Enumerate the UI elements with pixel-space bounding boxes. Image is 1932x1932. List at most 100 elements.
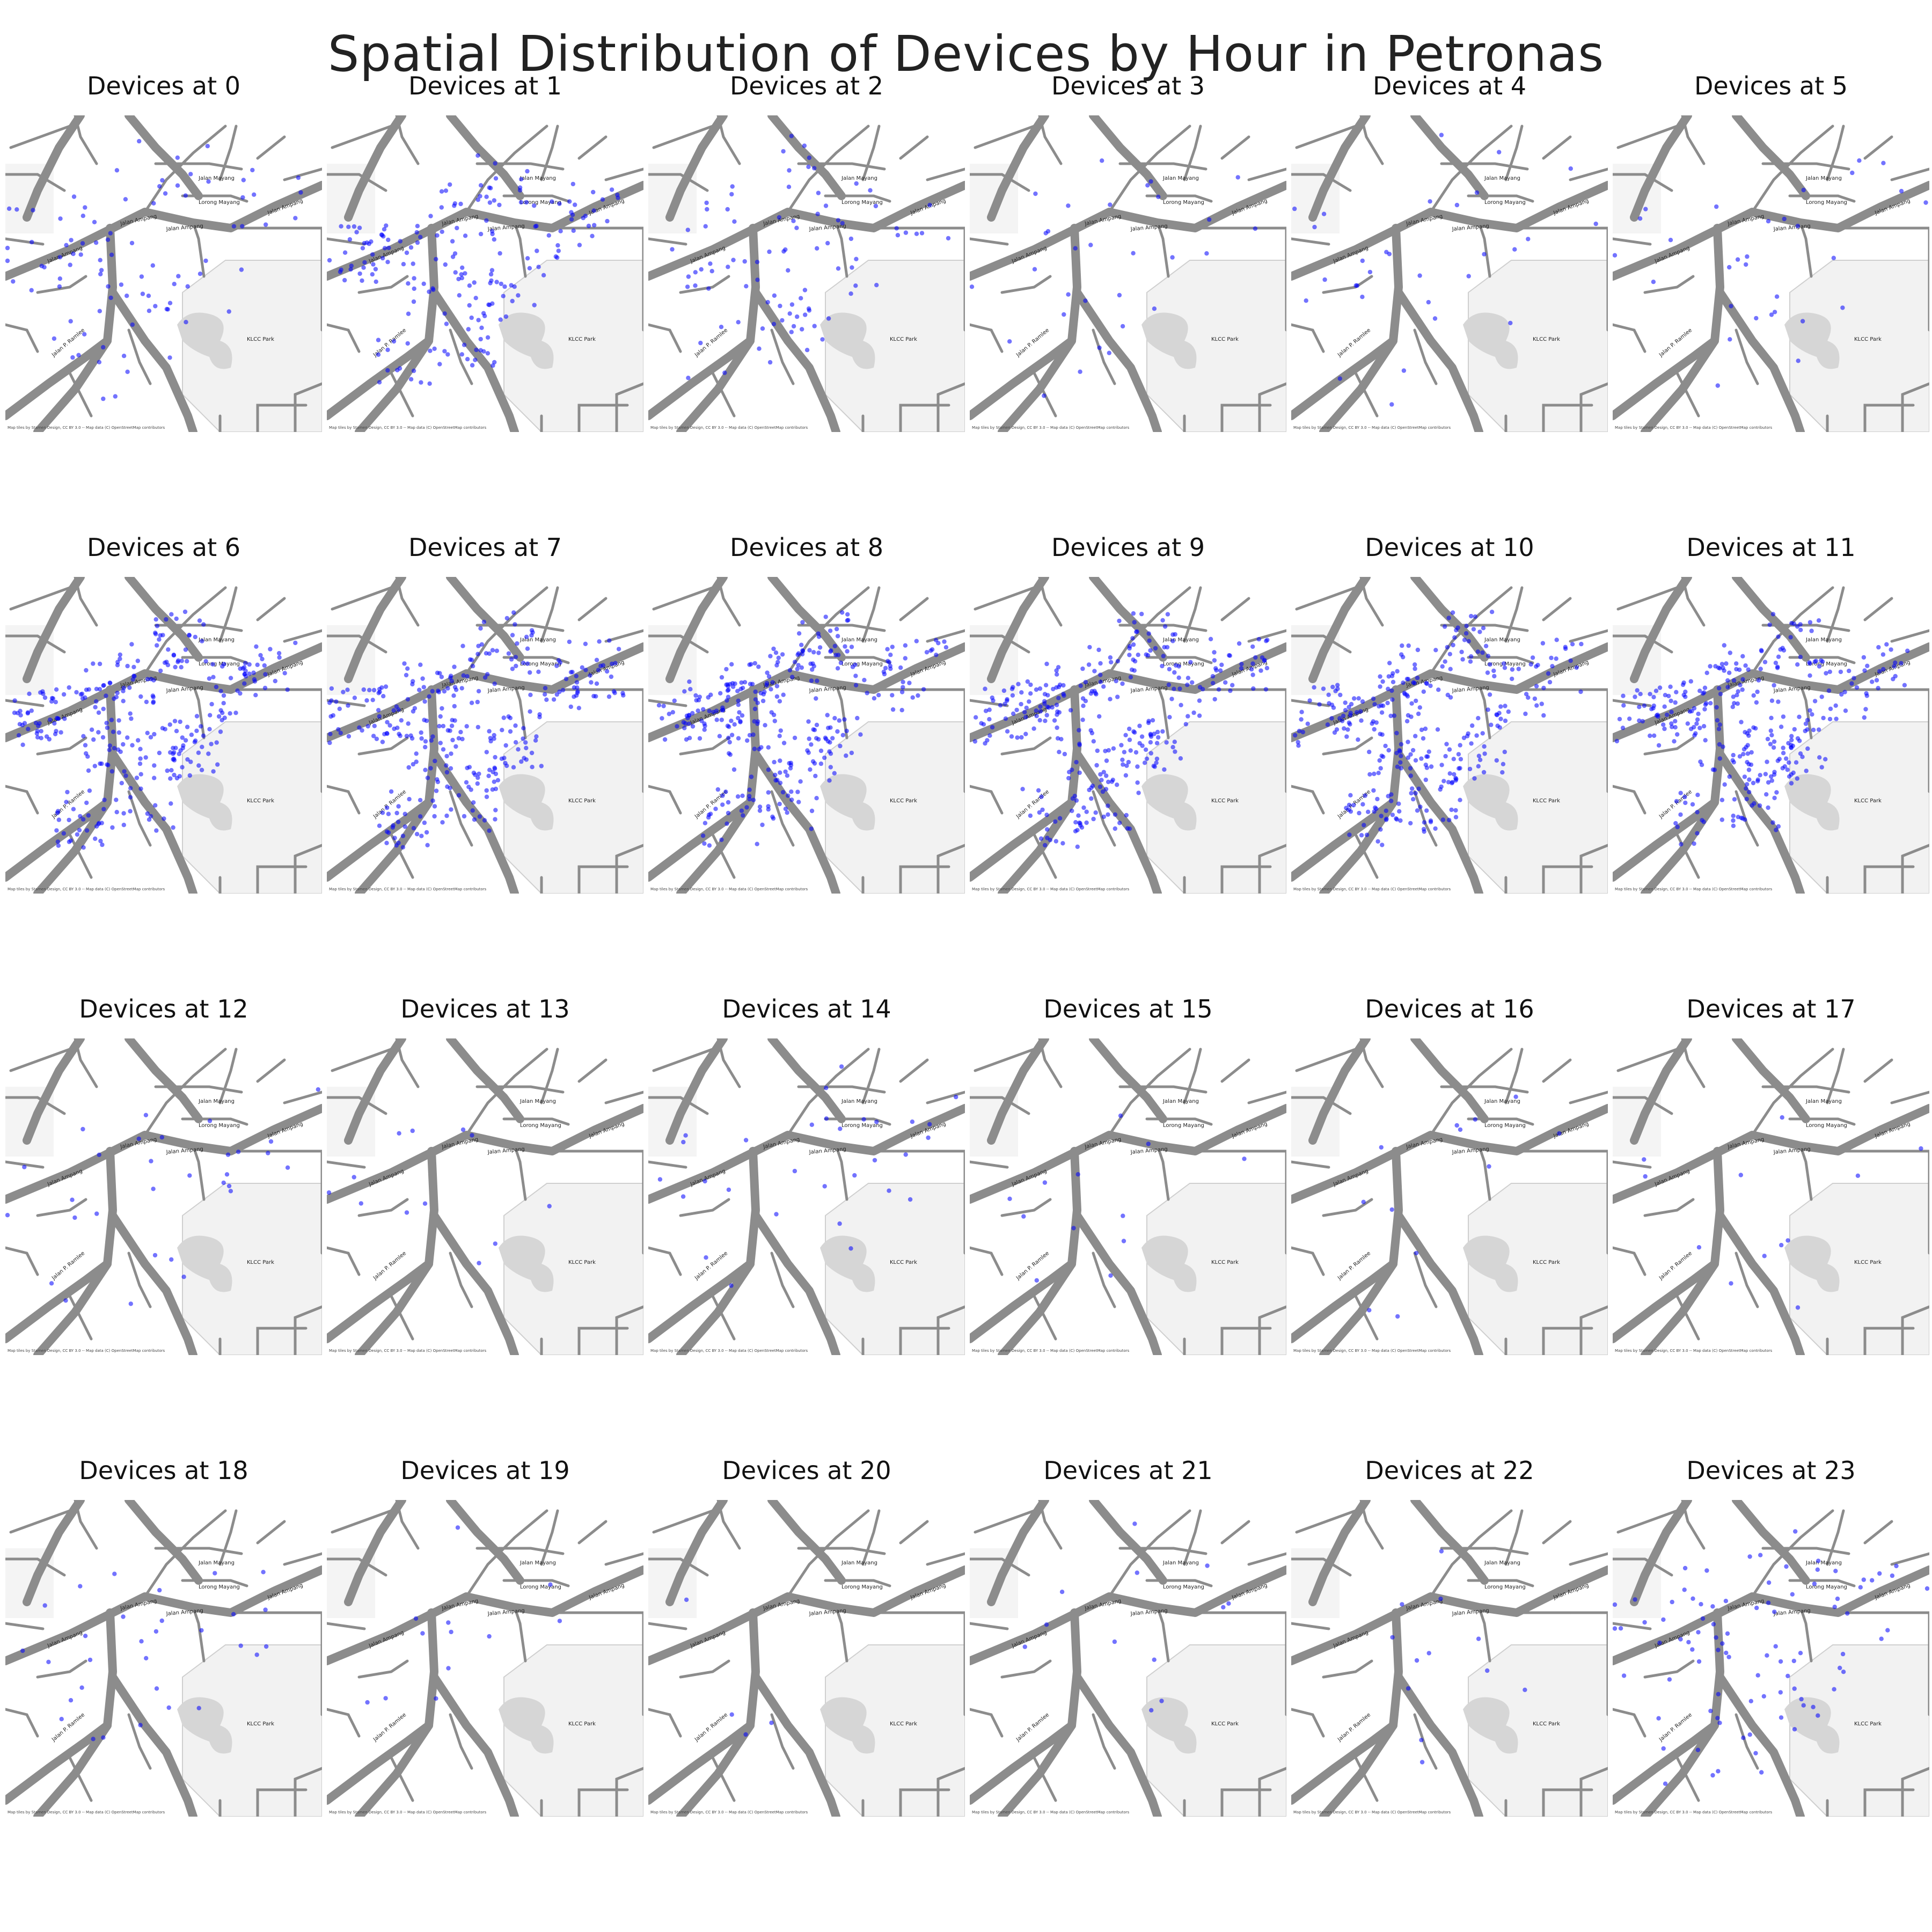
map-label: Jalan Mayang [841, 637, 877, 643]
minor-road [861, 586, 881, 643]
device-point [1164, 740, 1169, 745]
device-point [1019, 701, 1023, 707]
device-point [1380, 703, 1386, 708]
main-road [125, 577, 203, 662]
minor-road [970, 173, 1030, 192]
device-point [31, 208, 35, 213]
device-point [46, 1659, 51, 1664]
device-point [853, 683, 859, 687]
device-point [751, 797, 756, 802]
device-point [1433, 648, 1438, 653]
device-point [412, 276, 416, 281]
device-point [176, 274, 181, 279]
device-point [736, 736, 741, 741]
map-label: Jalan Ampang [1130, 223, 1168, 232]
device-point [221, 1180, 226, 1185]
device-point [419, 730, 423, 735]
device-point [780, 318, 785, 323]
device-point [1485, 1668, 1490, 1673]
device-point [185, 658, 189, 664]
device-point [262, 663, 267, 668]
device-point [1753, 1751, 1758, 1755]
device-point [1810, 712, 1814, 717]
minor-road [1291, 699, 1330, 707]
device-point [438, 741, 443, 745]
device-point [760, 326, 765, 331]
device-point [242, 681, 247, 686]
device-point [1725, 1631, 1730, 1636]
device-point [983, 686, 987, 691]
device-point [1423, 777, 1428, 782]
device-point [528, 670, 532, 675]
device-point [1153, 646, 1158, 651]
map-label: Jalan Mayang [519, 1099, 556, 1104]
minor-road [327, 1557, 387, 1577]
device-point [1714, 204, 1719, 209]
device-point [749, 774, 754, 779]
minor-road [143, 125, 227, 214]
device-point [449, 1629, 453, 1635]
device-point [1485, 707, 1490, 712]
device-point [1850, 170, 1855, 175]
device-point [1617, 716, 1622, 722]
device-point [402, 661, 407, 666]
device-point [446, 1620, 451, 1625]
device-point [169, 768, 174, 773]
device-point [1752, 801, 1757, 806]
device-point [1845, 1611, 1850, 1616]
device-point [1453, 808, 1458, 813]
device-point [686, 376, 691, 380]
map-attribution: Map tiles by Stamen Design, CC BY 3.0 --… [329, 1810, 487, 1814]
device-point [465, 674, 470, 679]
device-point [888, 663, 892, 669]
device-point [1740, 687, 1745, 692]
minor-road [1751, 1048, 1834, 1137]
device-point [1417, 273, 1422, 278]
device-point [786, 793, 791, 798]
device-point [1791, 1658, 1796, 1664]
device-point [1827, 716, 1833, 722]
device-point [22, 1165, 27, 1169]
device-point [1123, 773, 1129, 778]
device-point [828, 765, 833, 770]
map-label: Lorong Mayang [199, 1584, 240, 1590]
device-point [1754, 700, 1759, 705]
device-point [836, 266, 841, 271]
minor-road [648, 1160, 687, 1169]
device-point [719, 325, 724, 330]
device-point [1100, 158, 1104, 163]
device-point [489, 268, 495, 273]
device-point [1743, 730, 1747, 735]
main-road [1613, 1260, 1719, 1343]
device-point [20, 1648, 25, 1653]
device-point [169, 1257, 174, 1262]
device-point [467, 303, 472, 308]
minor-road [9, 1048, 71, 1072]
device-point [1549, 655, 1554, 661]
device-point [722, 370, 727, 375]
map-tile: Jalan Ampang Jalan Ampang Jalan Ampang Jala… [970, 1038, 1286, 1355]
minor-road [1354, 1294, 1379, 1341]
device-point [175, 660, 180, 664]
main-road [1308, 1500, 1371, 1606]
device-point [493, 1241, 497, 1246]
minor-road [1643, 275, 1695, 294]
map-label: Lorong Mayang [520, 1584, 561, 1590]
minor-road [1220, 1520, 1250, 1545]
minor-road [390, 371, 414, 418]
device-point [475, 652, 480, 656]
device-point [719, 675, 724, 680]
device-point [511, 610, 516, 615]
device-point [1095, 748, 1100, 753]
device-point [1421, 736, 1426, 741]
minor-road [1542, 865, 1593, 894]
device-point [497, 202, 502, 208]
map-attribution: Map tiles by Stamen Design, CC BY 3.0 --… [1293, 1810, 1451, 1814]
device-point [131, 664, 136, 670]
device-point [384, 223, 389, 228]
main-road [125, 115, 203, 200]
map-label: Jalan P. Ramlee [1658, 1250, 1693, 1282]
device-point [1404, 719, 1410, 723]
park-lake [1784, 1697, 1840, 1754]
